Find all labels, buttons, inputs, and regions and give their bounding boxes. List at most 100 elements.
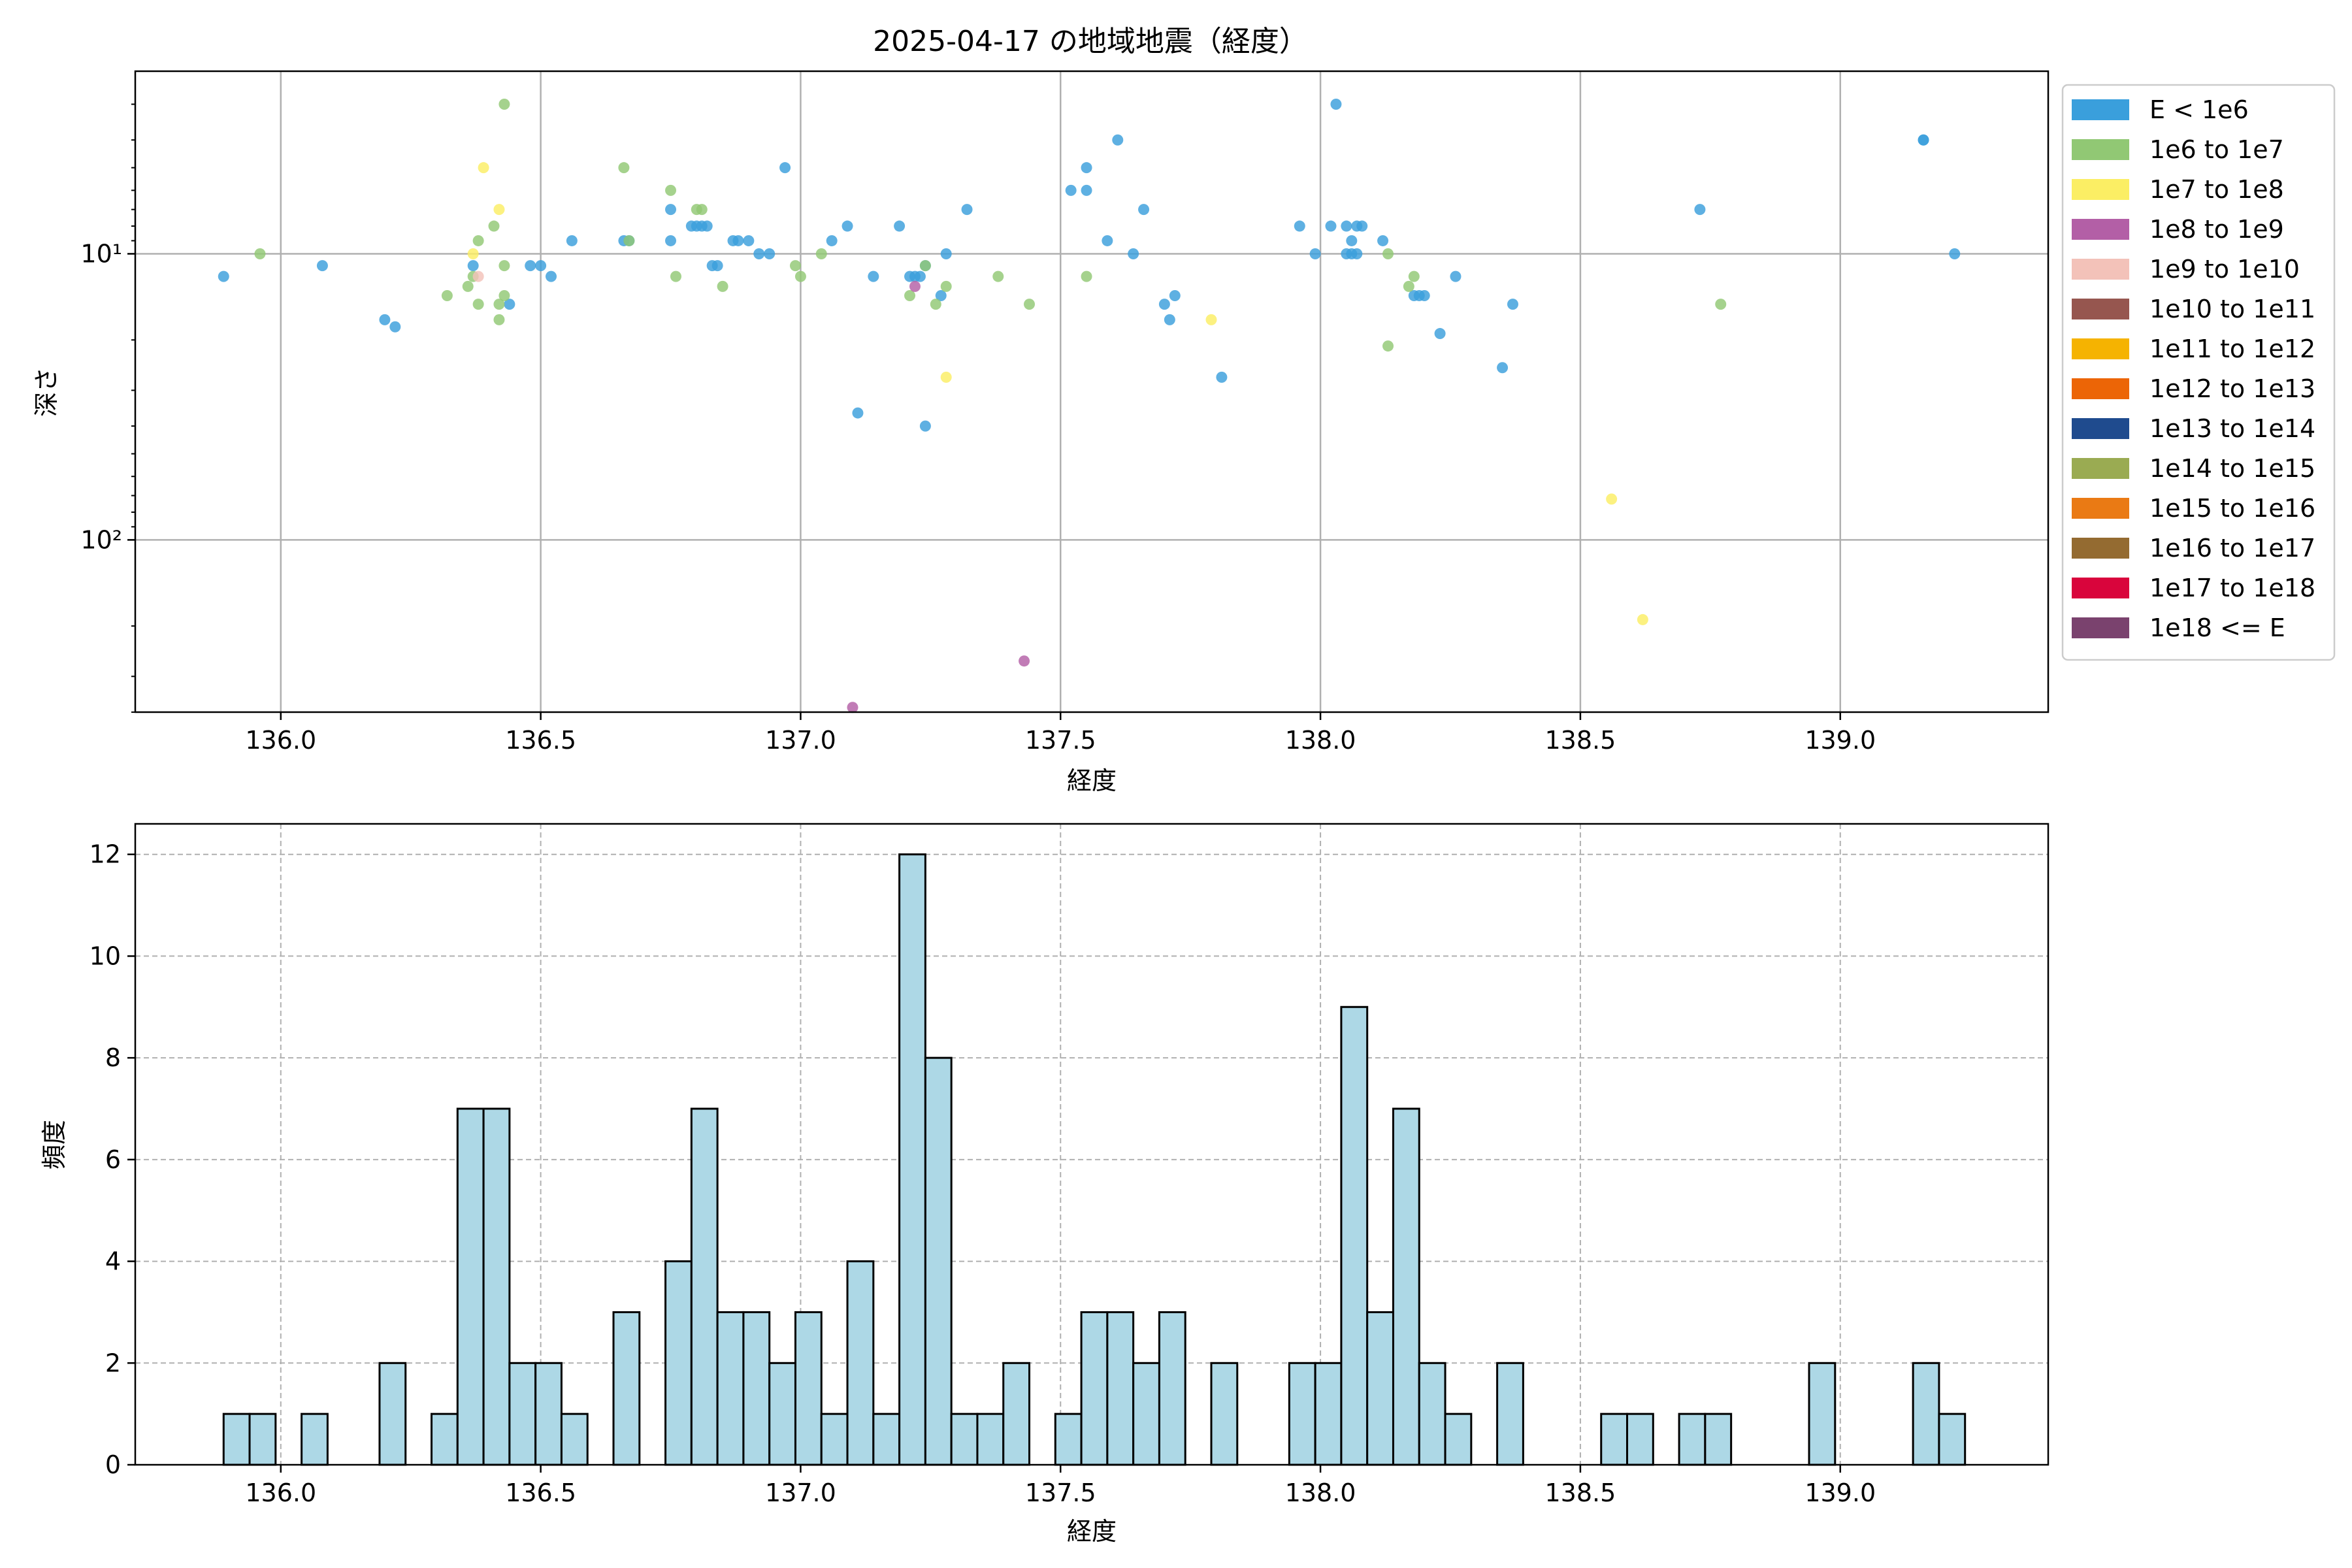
scatter-point xyxy=(779,162,791,174)
legend-label: 1e15 to 1e16 xyxy=(2149,494,2315,523)
legend-swatch xyxy=(2072,259,2129,280)
histogram-bar xyxy=(1938,1413,1967,1466)
scatter-point xyxy=(467,248,479,259)
scatter-point xyxy=(919,420,931,432)
scatter-point xyxy=(1507,299,1518,310)
histogram-x-tick-label: 136.5 xyxy=(505,1478,576,1507)
histogram-bar xyxy=(378,1362,407,1466)
scatter-point xyxy=(441,289,453,301)
scatter-x-tick-label: 137.0 xyxy=(765,726,836,755)
scatter-point xyxy=(1081,270,1092,282)
histogram-x-axis-label: 経度 xyxy=(1067,1517,1117,1546)
legend-swatch xyxy=(2072,617,2129,638)
scatter-x-tick-label: 139.0 xyxy=(1805,726,1876,755)
scatter-point xyxy=(904,289,916,301)
histogram-plot: 136.0 136.5 137.0 137.5 138.0 138.5 139.0 0 2 4 6… xyxy=(40,823,2050,1546)
scatter-point xyxy=(472,270,484,282)
histogram-bar xyxy=(301,1413,329,1466)
scatter-point xyxy=(930,299,941,310)
scatter-point xyxy=(1637,613,1648,625)
scatter-plot: 2025-04-17 の地域地震（経度） 136.0 136.5 137.0 137.… xyxy=(32,25,2336,795)
scatter-point xyxy=(1694,204,1706,216)
scatter-point xyxy=(546,270,557,282)
scatter-point xyxy=(1949,248,1961,259)
scatter-point xyxy=(472,299,484,310)
histogram-bar xyxy=(1912,1362,1940,1466)
legend-swatch xyxy=(2072,538,2129,559)
scatter-plot-area xyxy=(135,71,2048,712)
histogram-bar xyxy=(560,1413,589,1466)
legend: E < 1e6 1e6 to 1e7 1e7 to 1e8 1e8 to 1e9 1e9… xyxy=(2061,84,2336,661)
histogram-y-axis-label: 頻度 xyxy=(40,1120,69,1169)
histogram-bar xyxy=(664,1260,693,1466)
histogram-y-tick-label: 6 xyxy=(105,1145,121,1174)
scatter-point xyxy=(1450,270,1462,282)
scatter-point xyxy=(525,260,536,272)
histogram-bar xyxy=(1626,1413,1654,1466)
legend-label: 1e17 to 1e18 xyxy=(2149,574,2315,602)
histogram-bar xyxy=(1678,1413,1707,1466)
scatter-point xyxy=(1294,220,1305,232)
legend-swatch xyxy=(2072,378,2129,399)
scatter-point xyxy=(919,260,931,272)
histogram-x-ticks: 136.0 136.5 137.0 137.5 138.0 138.5 139.0 xyxy=(245,1465,1876,1507)
histogram-y-tick-label: 2 xyxy=(105,1348,121,1377)
histogram-bar xyxy=(1808,1362,1837,1466)
histogram-y-tick-label: 12 xyxy=(90,840,121,869)
histogram-bar xyxy=(924,1056,953,1466)
legend-swatch xyxy=(2072,418,2129,439)
scatter-point xyxy=(1377,235,1389,246)
histogram-bar xyxy=(1132,1362,1160,1466)
legend-swatch xyxy=(2072,498,2129,519)
scatter-point xyxy=(665,204,677,216)
scatter-point xyxy=(914,270,926,282)
scatter-x-axis-label: 経度 xyxy=(1067,766,1117,795)
scatter-point xyxy=(1065,184,1077,196)
histogram-bar xyxy=(431,1413,459,1466)
legend-label: 1e13 to 1e14 xyxy=(2149,414,2315,443)
scatter-y-axis-label: 深さ xyxy=(32,367,61,417)
legend-label: 1e12 to 1e13 xyxy=(2149,374,2315,403)
histogram-x-tick-label: 137.5 xyxy=(1025,1478,1096,1507)
histogram-x-tick-label: 136.0 xyxy=(245,1478,316,1507)
scatter-point xyxy=(1158,299,1170,310)
scatter-point xyxy=(316,260,328,272)
legend-label: 1e6 to 1e7 xyxy=(2149,135,2284,164)
histogram-y-tick-label: 10 xyxy=(90,941,121,970)
scatter-point xyxy=(1138,204,1150,216)
scatter-point xyxy=(847,702,858,713)
scatter-point xyxy=(498,289,510,301)
scatter-point xyxy=(732,235,744,246)
scatter-point xyxy=(940,280,952,292)
histogram-bar xyxy=(1210,1362,1239,1466)
legend-swatch xyxy=(2072,458,2129,479)
histogram-y-tick-label: 4 xyxy=(105,1247,121,1276)
scatter-point xyxy=(389,321,401,333)
scatter-point xyxy=(1351,248,1363,259)
scatter-point xyxy=(1102,235,1113,246)
histogram-bar xyxy=(846,1260,875,1466)
scatter-point xyxy=(992,270,1004,282)
scatter-y-ticks: 10¹ 10² xyxy=(80,103,135,713)
scatter-point xyxy=(1309,248,1321,259)
scatter-point xyxy=(1019,655,1030,667)
histogram-bar xyxy=(1366,1311,1394,1466)
histogram-bar xyxy=(976,1413,1005,1466)
histogram-bar xyxy=(742,1311,771,1466)
scatter-point xyxy=(467,260,479,272)
histogram-bars xyxy=(222,853,1967,1466)
scatter-point xyxy=(1356,220,1368,232)
histogram-bar xyxy=(690,1107,719,1466)
scatter-point xyxy=(841,220,853,232)
histogram-x-tick-label: 138.5 xyxy=(1545,1478,1616,1507)
scatter-point xyxy=(493,299,505,310)
scatter-point xyxy=(1606,493,1618,505)
histogram-bar xyxy=(1600,1413,1629,1466)
histogram-bar xyxy=(612,1311,641,1466)
scatter-point xyxy=(1346,235,1358,246)
scatter-point xyxy=(623,235,635,246)
scatter-point xyxy=(1418,289,1430,301)
histogram-bar xyxy=(1288,1362,1316,1466)
scatter-point xyxy=(1408,270,1420,282)
scatter-point xyxy=(1330,99,1342,110)
